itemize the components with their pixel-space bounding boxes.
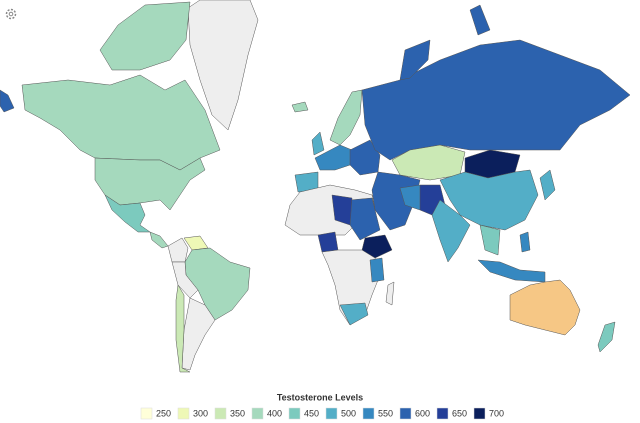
legend-label: 400: [267, 408, 282, 418]
legend-label: 550: [378, 408, 393, 418]
country: [167, 237, 189, 263]
country: [399, 39, 431, 81]
country: [385, 281, 395, 306]
country: [0, 89, 15, 113]
country: [539, 169, 556, 201]
country: [597, 321, 616, 353]
legend-label: 500: [341, 408, 356, 418]
country: [431, 199, 471, 263]
country: [149, 231, 169, 249]
country: [361, 39, 631, 161]
gear-hub: [8, 11, 14, 17]
country: [331, 194, 353, 226]
legend-label: 350: [230, 408, 245, 418]
country: [21, 74, 221, 171]
country: [479, 224, 501, 256]
legend-label: 650: [452, 408, 467, 418]
country: [439, 169, 539, 231]
legend-swatch: [214, 407, 227, 420]
legend-swatch: [288, 407, 301, 420]
country: [104, 194, 151, 233]
country: [291, 101, 309, 113]
country: [369, 257, 385, 283]
country: [187, 0, 259, 131]
country: [519, 231, 531, 253]
legend-swatch: [399, 407, 412, 420]
country: [339, 302, 369, 326]
legend: 250 300 350 400 450 500 550 600 650 700: [140, 407, 504, 420]
legend-swatch: [140, 407, 153, 420]
legend-title: Testosterone Levels: [277, 392, 363, 402]
country: [175, 284, 191, 373]
legend-swatch: [362, 407, 375, 420]
countries: [0, 0, 631, 373]
settings-icon[interactable]: [5, 8, 17, 20]
country: [371, 171, 421, 231]
country: [477, 259, 546, 283]
legend-label: 700: [489, 408, 504, 418]
legend-swatch: [325, 407, 338, 420]
country: [329, 89, 363, 146]
legend-label: 250: [156, 408, 171, 418]
country: [317, 231, 339, 253]
country: [361, 234, 393, 259]
country: [391, 144, 466, 181]
country: [469, 4, 491, 36]
country: [99, 1, 191, 71]
legend-swatch: [473, 407, 486, 420]
gear: [5, 8, 17, 20]
country: [509, 279, 581, 336]
legend-label: 600: [415, 408, 430, 418]
legend-swatch: [251, 407, 264, 420]
legend-label: 450: [304, 408, 319, 418]
country: [311, 131, 325, 156]
legend-swatch: [177, 407, 190, 420]
legend-swatch: [436, 407, 449, 420]
legend-label: 300: [193, 408, 208, 418]
